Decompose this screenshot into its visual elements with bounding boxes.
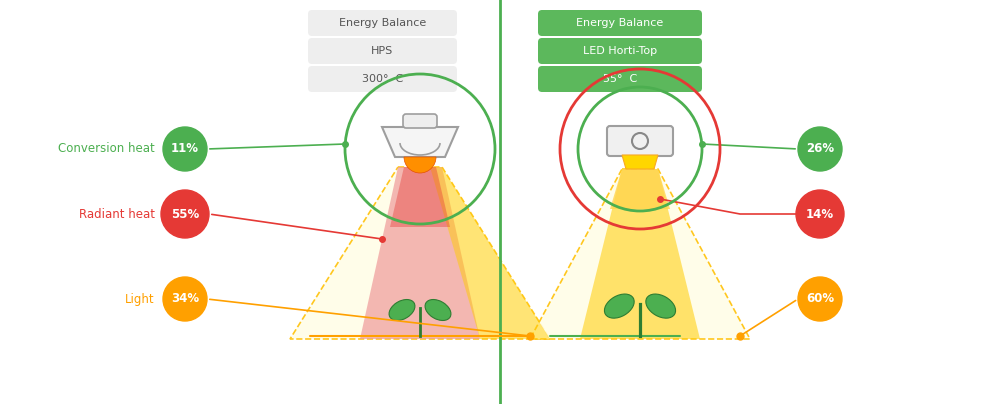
Polygon shape bbox=[430, 167, 550, 339]
Text: Energy Balance: Energy Balance bbox=[339, 18, 426, 28]
Circle shape bbox=[161, 190, 209, 238]
Text: 300°  C: 300° C bbox=[362, 74, 403, 84]
Text: 26%: 26% bbox=[806, 143, 834, 156]
Circle shape bbox=[163, 277, 207, 321]
Text: 55%: 55% bbox=[171, 208, 199, 221]
Text: 11%: 11% bbox=[171, 143, 199, 156]
Circle shape bbox=[798, 127, 842, 171]
Text: HPS: HPS bbox=[371, 46, 394, 56]
Text: 60%: 60% bbox=[806, 292, 834, 305]
FancyBboxPatch shape bbox=[607, 126, 673, 156]
FancyBboxPatch shape bbox=[403, 114, 437, 128]
Text: 34%: 34% bbox=[171, 292, 199, 305]
Circle shape bbox=[163, 127, 207, 171]
Circle shape bbox=[796, 190, 844, 238]
Ellipse shape bbox=[604, 294, 634, 318]
Ellipse shape bbox=[389, 299, 415, 320]
FancyBboxPatch shape bbox=[538, 38, 702, 64]
Text: Light: Light bbox=[125, 292, 155, 305]
Text: Conversion heat: Conversion heat bbox=[58, 143, 155, 156]
Wedge shape bbox=[404, 157, 436, 173]
Polygon shape bbox=[360, 167, 480, 339]
Text: 14%: 14% bbox=[806, 208, 834, 221]
Text: Energy Balance: Energy Balance bbox=[576, 18, 664, 28]
Circle shape bbox=[798, 277, 842, 321]
Text: 55°  C: 55° C bbox=[603, 74, 637, 84]
FancyBboxPatch shape bbox=[538, 66, 702, 92]
Polygon shape bbox=[390, 167, 450, 227]
Polygon shape bbox=[622, 155, 658, 169]
Text: Radiant heat: Radiant heat bbox=[79, 208, 155, 221]
Polygon shape bbox=[382, 127, 458, 157]
Polygon shape bbox=[290, 167, 550, 339]
Polygon shape bbox=[580, 169, 700, 339]
Polygon shape bbox=[530, 169, 750, 339]
Text: LED Horti-Top: LED Horti-Top bbox=[583, 46, 657, 56]
Ellipse shape bbox=[425, 299, 451, 320]
Polygon shape bbox=[610, 169, 670, 209]
Ellipse shape bbox=[646, 294, 676, 318]
FancyBboxPatch shape bbox=[308, 66, 457, 92]
FancyBboxPatch shape bbox=[308, 38, 457, 64]
FancyBboxPatch shape bbox=[538, 10, 702, 36]
FancyBboxPatch shape bbox=[308, 10, 457, 36]
